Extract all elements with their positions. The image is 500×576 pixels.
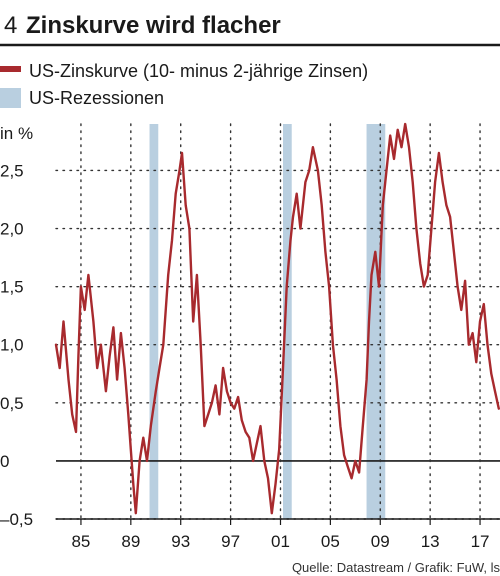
y-tick-label: –0,5: [0, 510, 33, 529]
legend-label-series: US-Zinskurve (10- minus 2-jährige Zinsen…: [29, 61, 368, 81]
x-tick-label: 89: [121, 532, 140, 551]
series-line-1: [54, 122, 500, 515]
plot-area: –0,5 0 0,5 1,0 1,5 2,0 2,5 85 89 93 97 01 05 09 13 17: [0, 122, 500, 551]
y-tick-label: 0: [0, 452, 9, 471]
x-tick-label: 85: [71, 532, 90, 551]
y-tick-label: 2,0: [0, 220, 24, 239]
x-tick-label: 13: [421, 532, 440, 551]
y-axis-unit: in %: [0, 124, 33, 143]
recession-band-2: [282, 124, 292, 519]
y-tick-label: 1,5: [0, 278, 24, 297]
x-tick-label: 93: [171, 532, 190, 551]
source-note: Quelle: Datastream / Grafik: FuW, ls: [292, 560, 500, 575]
x-tick-label: 09: [371, 532, 390, 551]
y-tick-label: 1,0: [0, 336, 24, 355]
y-tick-label: 2,5: [0, 161, 24, 180]
figure-number: 4: [4, 12, 17, 39]
recession-band-1: [149, 124, 159, 519]
legend-label-recessions: US-Rezessionen: [29, 88, 164, 108]
y-tick-label: 0,5: [0, 394, 24, 413]
legend-line-swatch: [0, 66, 21, 72]
x-tick-label: 97: [221, 532, 240, 551]
x-tick-label: 17: [471, 532, 490, 551]
chart-title: Zinskurve wird flacher: [26, 12, 281, 39]
x-tick-label: 01: [271, 532, 290, 551]
x-tick-label: 05: [321, 532, 340, 551]
legend-band-swatch: [0, 88, 21, 108]
